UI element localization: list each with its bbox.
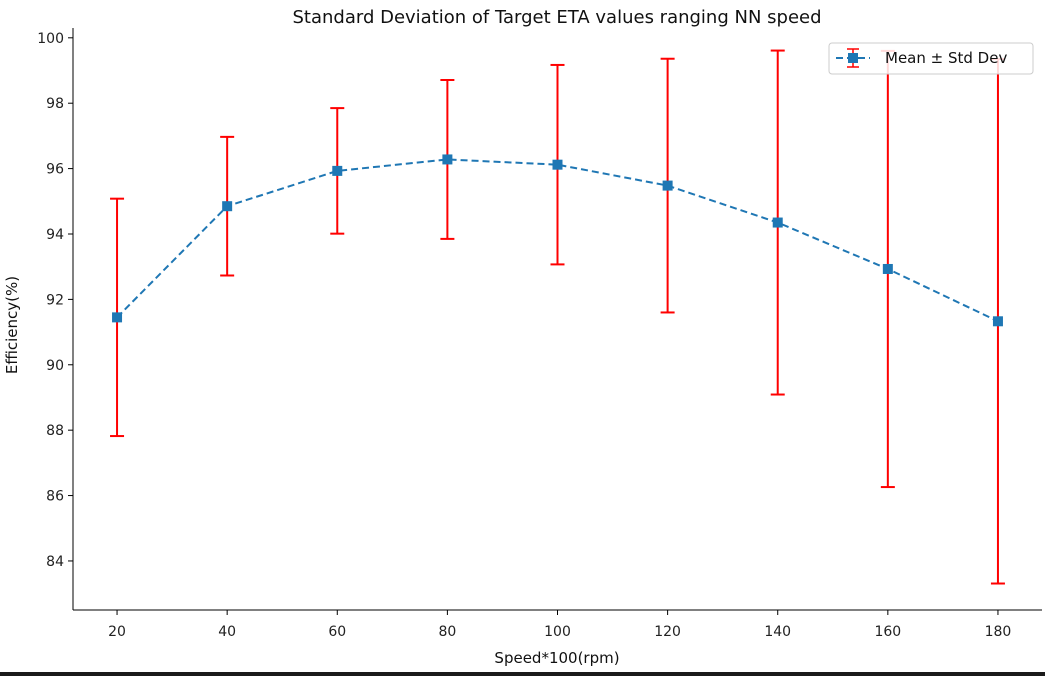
chart-title: Standard Deviation of Target ETA values … (292, 7, 821, 28)
x-tick-label: 100 (544, 624, 571, 640)
y-axis-label: Efficiency(%) (3, 276, 21, 374)
series-markers (112, 154, 1003, 327)
x-tick-label: 60 (328, 624, 346, 640)
legend-box (828, 42, 1034, 75)
data-point-marker (992, 316, 1003, 327)
y-tick-label: 88 (46, 423, 64, 439)
legend-label: Mean ± Std Dev (885, 49, 1007, 67)
x-tick-label: 180 (985, 624, 1012, 640)
x-tick-label: 120 (654, 624, 681, 640)
x-tick-label: 160 (874, 624, 901, 640)
x-tick-label: 40 (218, 624, 236, 640)
x-axis-label: Speed*100(rpm) (494, 649, 619, 667)
x-tick-label: 20 (108, 624, 126, 640)
y-tick-label: 96 (46, 162, 64, 178)
x-ticks: 20 40 60 80 100 120 140 160 180 (108, 610, 1011, 640)
legend-marker-icon (848, 53, 858, 63)
y-tick-label: 98 (46, 96, 64, 112)
legend: Mean ± Std Dev (828, 42, 1034, 75)
y-tick-label: 86 (46, 489, 64, 505)
y-tick-label: 92 (46, 292, 64, 308)
y-tick-label: 94 (46, 227, 64, 243)
data-point-marker (552, 159, 563, 170)
x-tick-label: 80 (438, 624, 456, 640)
error-bars (110, 49, 1005, 585)
y-ticks: 84 86 88 90 92 94 96 98 100 (37, 31, 73, 570)
data-point-marker (442, 154, 453, 165)
data-point-marker (662, 180, 673, 191)
data-point-marker (772, 217, 783, 228)
y-tick-label: 84 (46, 554, 64, 570)
y-tick-label: 90 (46, 358, 64, 374)
data-point-marker (332, 165, 343, 176)
bottom-border (0, 672, 1045, 676)
y-tick-label: 100 (37, 31, 64, 47)
data-point-marker (112, 312, 123, 323)
data-point-marker (882, 263, 893, 274)
x-tick-label: 140 (764, 624, 791, 640)
data-point-marker (222, 201, 233, 212)
